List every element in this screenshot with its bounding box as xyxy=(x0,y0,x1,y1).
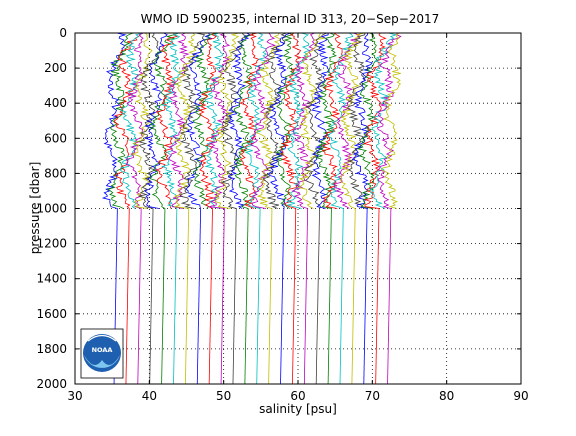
salinity-profile-line xyxy=(220,33,249,384)
x-tick-label: 90 xyxy=(513,389,528,403)
salinity-profile-line xyxy=(347,33,366,209)
grid xyxy=(75,33,521,384)
x-tick-label: 40 xyxy=(142,389,157,403)
salinity-profile-line xyxy=(107,33,134,209)
logo-arc xyxy=(87,334,117,342)
salinity-profile-line xyxy=(204,33,224,209)
salinity-profile-line xyxy=(297,33,326,209)
x-tick-label: 30 xyxy=(67,389,82,403)
salinity-profile-line xyxy=(286,33,310,209)
salinity-profile-line xyxy=(275,33,297,209)
salinity-profile-line xyxy=(125,33,144,384)
x-tick-labels: 30 40 50 60 70 80 90 xyxy=(67,389,528,403)
salinity-profile-line xyxy=(101,33,127,384)
profile-lines xyxy=(101,33,402,384)
x-axis-label: salinity [psu] xyxy=(259,402,337,416)
salinity-profile-line xyxy=(208,33,231,384)
salinity-profile-line xyxy=(137,33,161,384)
salinity-profile-line xyxy=(291,33,316,384)
y-tick-label: 1200 xyxy=(36,237,67,251)
salinity-profile-line xyxy=(179,33,206,209)
salinity-profile-line xyxy=(244,33,268,384)
logo-outer-circle xyxy=(83,334,121,372)
salinity-profile-line xyxy=(120,33,144,209)
salinity-profile-line xyxy=(113,33,141,384)
salinity-profile-line xyxy=(130,33,153,209)
salinity-profile-line xyxy=(280,33,302,384)
noaa-logo: NOAA xyxy=(80,328,124,379)
logo-text: NOAA xyxy=(92,346,113,354)
y-tick-label: 1000 xyxy=(36,202,67,216)
y-tick-label: 1600 xyxy=(36,307,67,321)
salinity-profile-line xyxy=(161,33,183,384)
x-tick-label: 80 xyxy=(439,389,454,403)
salinity-profile-line xyxy=(315,33,338,384)
salinity-profile-line xyxy=(155,33,179,209)
salinity-profile-line xyxy=(185,33,213,384)
salinity-profile-line xyxy=(144,33,168,209)
salinity-profile-line xyxy=(227,33,251,209)
salinity-profile-line xyxy=(173,33,197,384)
salinity-profile-line xyxy=(351,33,373,384)
salinity-profile-line xyxy=(369,33,398,209)
x-tick-label: 60 xyxy=(290,389,305,403)
salinity-profile-line xyxy=(362,33,387,384)
salinity-profile-line xyxy=(256,33,282,384)
y-tick-label: 2000 xyxy=(36,377,67,391)
salinity-profile-line xyxy=(327,33,354,384)
salinity-profile-line xyxy=(268,33,292,384)
x-tick-label: 50 xyxy=(216,389,231,403)
salinity-profile-line xyxy=(192,33,218,209)
x-tick-label: 70 xyxy=(365,389,380,403)
salinity-profile-line xyxy=(239,33,260,209)
salinity-profile-line xyxy=(233,33,254,384)
salinity-profile-line xyxy=(214,33,240,209)
y-tick-label: 800 xyxy=(44,166,67,180)
salinity-profile-line xyxy=(340,33,365,384)
salinity-profile-line xyxy=(148,33,175,384)
y-tick-labels: 0 200 400 600 800 1000 1200 1400 1600 1800 2000 xyxy=(36,26,67,391)
y-tick-label: 400 xyxy=(44,96,67,110)
salinity-profile-line xyxy=(380,33,402,209)
chart-title: WMO ID 5900235, internal ID 313, 20−Sep−… xyxy=(141,12,440,26)
y-tick-label: 200 xyxy=(44,61,67,75)
y-tick-label: 1400 xyxy=(36,272,67,286)
axis-ticks xyxy=(74,32,522,385)
logo-wave xyxy=(84,355,120,368)
salinity-profile-line xyxy=(168,33,190,209)
salinity-profile-line xyxy=(198,33,217,384)
salinity-profile-line xyxy=(376,33,402,384)
y-axis-label: pressure [dbar] xyxy=(28,162,42,255)
y-tick-label: 600 xyxy=(44,131,67,145)
salinity-profile-line xyxy=(303,33,328,384)
salinity-profile-line xyxy=(310,33,330,209)
y-tick-label: 1800 xyxy=(36,342,67,356)
salinity-profile-line xyxy=(262,33,288,209)
y-tick-label: 0 xyxy=(59,26,67,40)
